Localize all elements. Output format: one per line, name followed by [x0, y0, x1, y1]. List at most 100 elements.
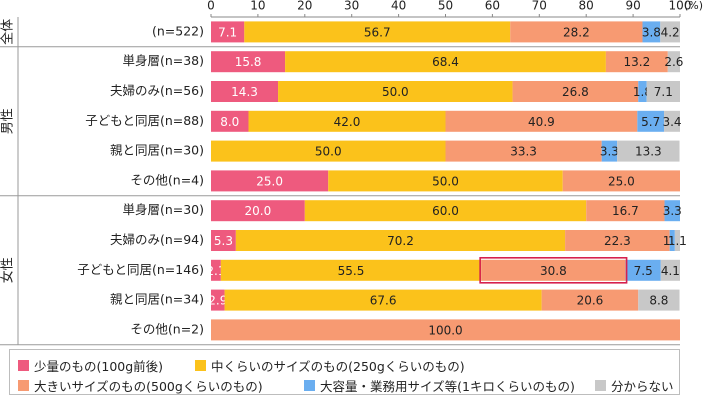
data-label: 25.0 [256, 174, 283, 188]
bar-segment [211, 230, 236, 251]
highlight-box [479, 256, 628, 284]
legend-label-small: 少量のもの(100g前後) [34, 359, 164, 374]
bar-segment [562, 170, 680, 192]
data-label: 50.0 [315, 145, 342, 159]
x-tick-label: 20 [297, 0, 312, 13]
data-label: 20.0 [245, 204, 272, 218]
legend-label-large: 大きいサイズのもの(500gくらいのもの) [34, 379, 263, 394]
bar-segment [211, 81, 279, 102]
bar-segment [220, 259, 482, 281]
bar-segment [638, 289, 680, 311]
bar-segment [510, 21, 643, 43]
legend-item-medium: 中くらいのサイズのもの(250gくらいのもの) [195, 356, 465, 375]
data-label: 2.9 [208, 294, 227, 308]
bar-segment [244, 21, 511, 43]
x-tick-label: 100 [669, 0, 692, 13]
data-label: 68.4 [432, 55, 459, 69]
category-label: 単身層(n=38) [122, 53, 204, 68]
data-label: 60.0 [432, 204, 459, 218]
category-label: (n=522) [152, 23, 204, 38]
legend-swatch-medium [195, 360, 206, 371]
x-tick-label: 90 [625, 0, 640, 13]
data-label: 4.1 [661, 264, 680, 278]
bar-segment [586, 200, 665, 222]
x-tick-label: 10 [250, 0, 265, 13]
data-label: 40.9 [528, 115, 555, 129]
bar-segment [211, 259, 221, 281]
bar-segment [669, 230, 675, 251]
data-label: 3.4 [662, 115, 681, 129]
data-label: 5.7 [641, 115, 660, 129]
data-label: 50.0 [432, 174, 459, 188]
bar-segment [211, 319, 680, 341]
data-label: 56.7 [364, 25, 391, 39]
data-label: 14.3 [231, 85, 258, 99]
data-label: 7.1 [218, 25, 237, 39]
data-label: 20.6 [577, 294, 604, 308]
bar-segment [211, 51, 286, 73]
bar-segment [541, 289, 639, 311]
bar-segment [637, 110, 665, 132]
x-tick-label: 80 [579, 0, 594, 13]
bar-segment [625, 259, 661, 281]
bar-segment [646, 81, 680, 102]
data-label: 3.3 [600, 145, 619, 159]
x-tick-label: 60 [485, 0, 500, 13]
bar-segment [445, 110, 638, 132]
x-tick-label: 30 [344, 0, 359, 13]
data-label: 8.0 [220, 115, 239, 129]
bar-segment [211, 200, 305, 222]
data-label: 55.5 [338, 264, 365, 278]
data-label: 26.8 [562, 85, 589, 99]
legend-swatch-small [18, 360, 29, 371]
bar-segment [445, 140, 602, 162]
x-tick-label: 70 [532, 0, 547, 13]
data-label: 7.1 [654, 85, 673, 99]
bar-segment [642, 21, 661, 43]
data-label: 30.8 [540, 264, 567, 278]
bar-segment [617, 140, 680, 162]
category-label: 単身層(n=30) [122, 202, 204, 217]
x-tick-label: 40 [391, 0, 406, 13]
legend-item-bulk: 大容量・業務用サイズ等(1キロくらいのもの) [304, 376, 575, 395]
bar-segment [512, 81, 639, 102]
bar-segment [664, 110, 680, 132]
x-unit-label: (%) [684, 0, 703, 12]
data-label: 70.2 [387, 234, 414, 248]
category-label: 夫婦のみ(n=56) [110, 83, 204, 98]
category-label: 親と同居(n=34) [110, 292, 204, 307]
bar-segment [605, 51, 668, 73]
bar-segment [211, 289, 225, 311]
bar-segment [285, 51, 606, 73]
data-label: 5.3 [214, 234, 233, 248]
data-label: 13.2 [623, 55, 650, 69]
data-label: 3.8 [642, 25, 661, 39]
data-label: 25.0 [608, 174, 635, 188]
bar-segment [674, 230, 680, 251]
bar-segment [660, 259, 680, 281]
category-label: 子どもと同居(n=88) [85, 113, 204, 128]
legend-item-unknown: 分からない [595, 376, 674, 395]
category-label: その他(n=4) [130, 172, 204, 187]
bar-segment [304, 200, 587, 222]
data-label: 100.0 [428, 323, 462, 337]
legend-swatch-unknown [595, 380, 606, 391]
bar-segment [211, 170, 329, 192]
legend-label-medium: 中くらいのサイズのもの(250gくらいのもの) [211, 359, 465, 374]
data-label: 16.7 [612, 204, 639, 218]
category-label: 子どもと同居(n=146) [77, 262, 204, 277]
data-label: 8.8 [649, 294, 668, 308]
legend-label-unknown: 分からない [611, 379, 674, 394]
data-label: 4.2 [661, 25, 680, 39]
data-label: 22.3 [604, 234, 631, 248]
bar-segment [278, 81, 513, 102]
group-label: 全体 [0, 19, 16, 45]
bar-segment [248, 110, 446, 132]
bar-segment [601, 140, 618, 162]
data-label: 3.3 [663, 204, 682, 218]
category-label: 夫婦のみ(n=94) [110, 232, 204, 247]
data-label: 67.6 [370, 294, 397, 308]
bar-segment [211, 21, 245, 43]
category-label: 親と同居(n=30) [110, 143, 204, 158]
